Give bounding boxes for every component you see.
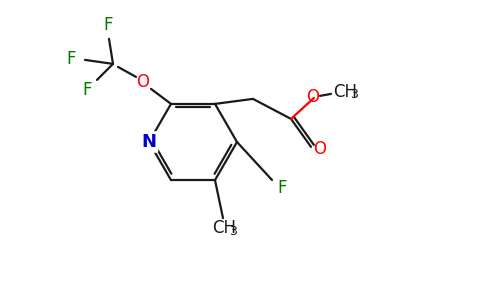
Text: O: O <box>136 73 150 91</box>
Text: F: F <box>82 81 92 99</box>
Text: CH: CH <box>333 83 357 101</box>
Text: O: O <box>306 88 319 106</box>
Text: 3: 3 <box>229 225 237 238</box>
Text: F: F <box>277 179 287 197</box>
Text: F: F <box>103 16 113 34</box>
Text: O: O <box>314 140 327 158</box>
Text: CH: CH <box>212 219 236 237</box>
Text: F: F <box>66 50 76 68</box>
Text: N: N <box>141 133 156 151</box>
Text: 3: 3 <box>350 88 358 101</box>
